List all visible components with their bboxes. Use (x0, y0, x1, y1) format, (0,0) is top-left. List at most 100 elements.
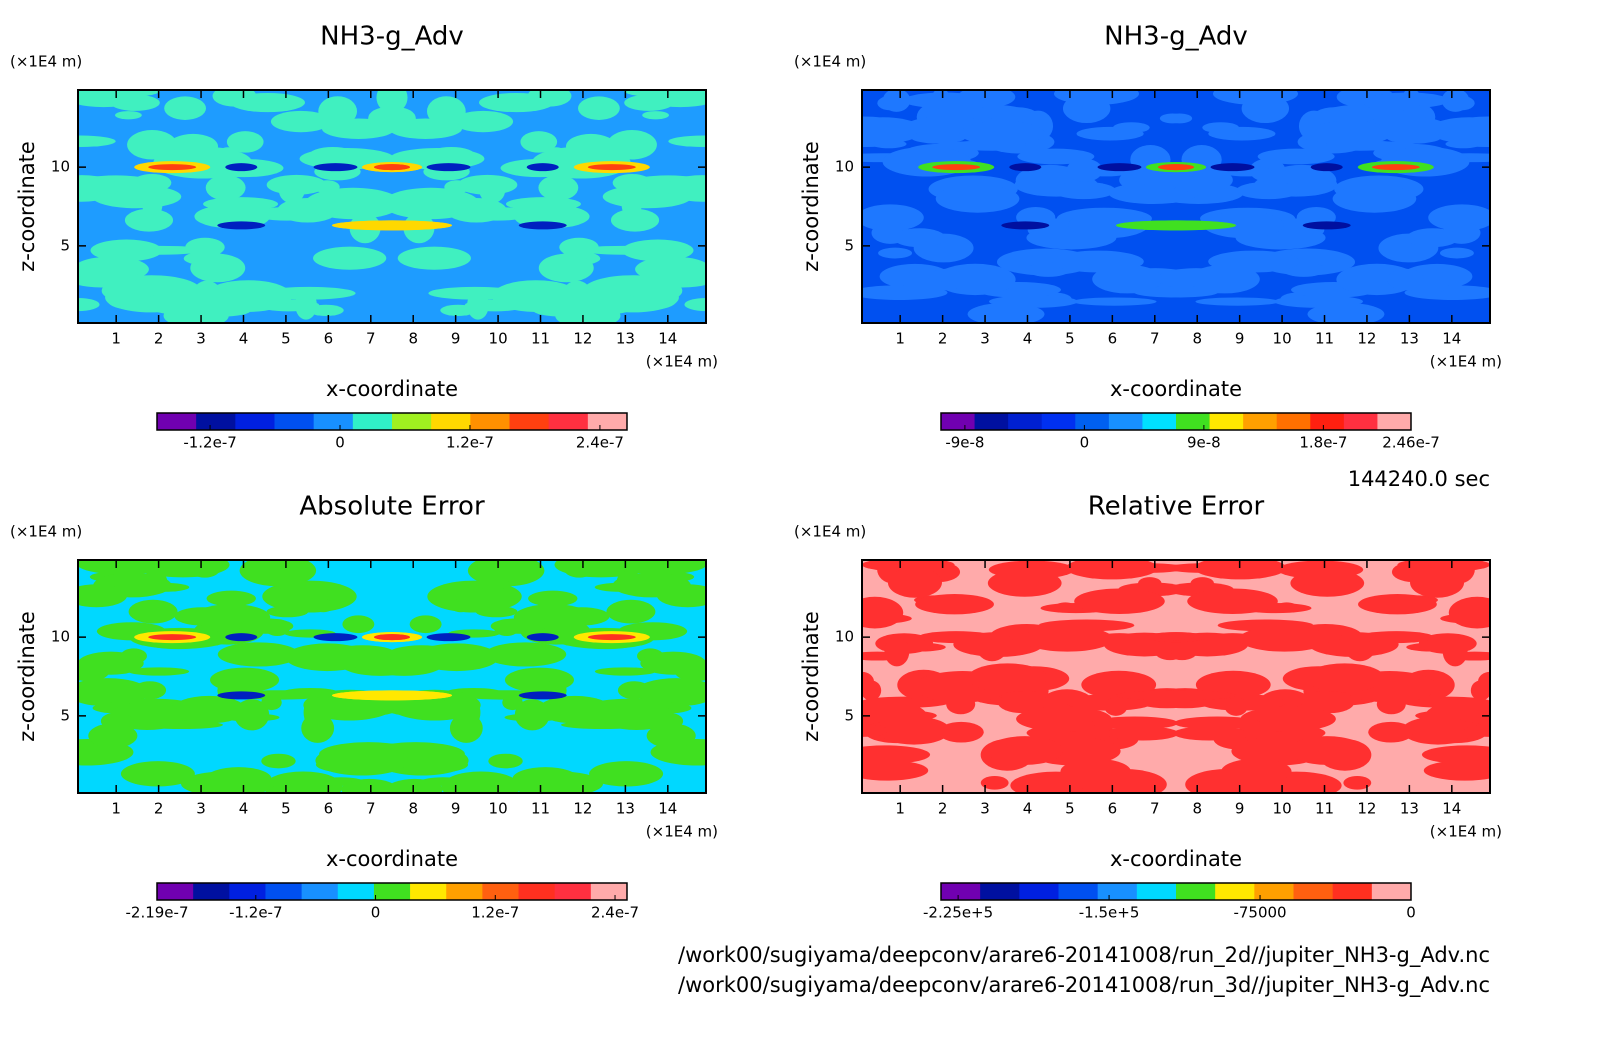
y-tick-label: 5 (60, 706, 70, 724)
field-feature (217, 221, 266, 230)
field-blob (440, 304, 476, 316)
field-blob (870, 139, 907, 149)
field-blob (453, 110, 514, 133)
x-tick-label: 7 (1150, 330, 1160, 348)
y-unit: (×1E4 m) (794, 53, 866, 71)
field-blob (594, 667, 656, 676)
field-blob (1307, 121, 1393, 146)
field-blob (563, 560, 596, 578)
field-blob (386, 778, 443, 793)
file-path: /work00/sugiyama/deepconv/arare6-2014100… (678, 943, 1490, 968)
y-tick-label: 5 (60, 236, 70, 254)
field-blob (1190, 577, 1215, 590)
x-unit: (×1E4 m) (1430, 353, 1502, 371)
y-unit: (×1E4 m) (794, 523, 866, 541)
field-blob (414, 643, 499, 672)
field-blob (967, 663, 1048, 693)
field-blob (100, 712, 133, 730)
colorbar-swatch (590, 883, 628, 900)
field-blob (261, 753, 296, 769)
field-blob (862, 651, 908, 661)
y-tick-label: 10 (51, 628, 70, 646)
field-feature (1158, 164, 1194, 171)
field-blob (1358, 594, 1437, 615)
chart-title: NH3-g_Adv (320, 22, 464, 52)
colorbar-frame (156, 882, 628, 901)
field-feature (426, 633, 471, 642)
y-unit: (×1E4 m) (10, 523, 82, 541)
colorbar-tick-label: 1.2e-7 (446, 434, 494, 452)
x-unit: (×1E4 m) (646, 823, 718, 841)
colorbar-swatch (274, 413, 315, 430)
field-blob (303, 697, 327, 729)
field-blob (882, 90, 911, 112)
chart-title: Absolute Error (299, 492, 485, 522)
x-tick-label: 4 (239, 330, 249, 348)
field-blob (915, 594, 994, 615)
field-blob (490, 618, 546, 634)
field-feature (1097, 633, 1142, 642)
field-blob (1332, 184, 1417, 213)
colorbar-swatch (1142, 413, 1177, 430)
field-blob (1072, 297, 1157, 306)
field-feature (1210, 633, 1255, 642)
field-blob (128, 599, 178, 624)
field-feature (1097, 163, 1142, 172)
field-blob (651, 712, 684, 730)
x-tick-label: 12 (1357, 800, 1376, 818)
field-feature (1009, 163, 1042, 172)
colorbar-swatch (1254, 883, 1294, 900)
field-blob (1386, 130, 1442, 144)
x-unit: (×1E4 m) (646, 353, 718, 371)
colorbar-swatch (1008, 413, 1043, 430)
x-tick-label: 9 (1235, 330, 1245, 348)
field-blob (164, 96, 207, 120)
field-blob (1060, 758, 1131, 784)
field-blob (665, 175, 706, 202)
colorbar-swatch (974, 413, 1009, 430)
field-feature (148, 164, 197, 171)
y-tick-label: 5 (844, 706, 854, 724)
field-blob (132, 173, 172, 192)
field-blob (980, 776, 1009, 790)
field-blob (1442, 636, 1468, 667)
x-tick-label: 3 (196, 330, 206, 348)
field-blob (263, 771, 343, 793)
field-feature (313, 633, 358, 642)
field-blob (1401, 716, 1475, 745)
field-blob (127, 130, 178, 160)
x-tick-label: 14 (1442, 800, 1461, 818)
x-tick-label: 9 (1235, 800, 1245, 818)
field-blob (1277, 560, 1364, 579)
colorbar-swatch (1209, 413, 1244, 430)
colorbar-frame (940, 412, 1412, 431)
field-blob (559, 237, 599, 257)
field-blob (938, 721, 984, 743)
x-tick-label: 9 (451, 800, 461, 818)
field-blob (203, 197, 279, 211)
field-blob (1187, 588, 1278, 615)
field-blob (1113, 122, 1150, 134)
x-tick-label: 13 (616, 330, 635, 348)
field-blob (450, 598, 472, 613)
x-tick-label: 6 (324, 330, 334, 348)
colorbar-tick-label: 2.46e-7 (1382, 434, 1440, 452)
field-blob (862, 204, 924, 231)
field-blob (1021, 626, 1114, 652)
field-feature (1210, 163, 1255, 172)
field-blob (959, 121, 1045, 146)
field-blob (1106, 726, 1179, 741)
field-blob (1166, 563, 1240, 573)
field-blob (862, 671, 875, 692)
colorbar-tick-label: -2.19e-7 (126, 904, 189, 922)
colorbar-swatch (1332, 883, 1373, 900)
field-blob (78, 90, 145, 108)
colorbar-swatch (1136, 883, 1177, 900)
field-blob (1421, 745, 1490, 764)
colorbar-swatch (229, 883, 266, 900)
colorbar-swatch (980, 883, 1020, 900)
field-blob (1202, 122, 1239, 134)
field-feature (1009, 633, 1042, 642)
field-feature (225, 163, 258, 172)
